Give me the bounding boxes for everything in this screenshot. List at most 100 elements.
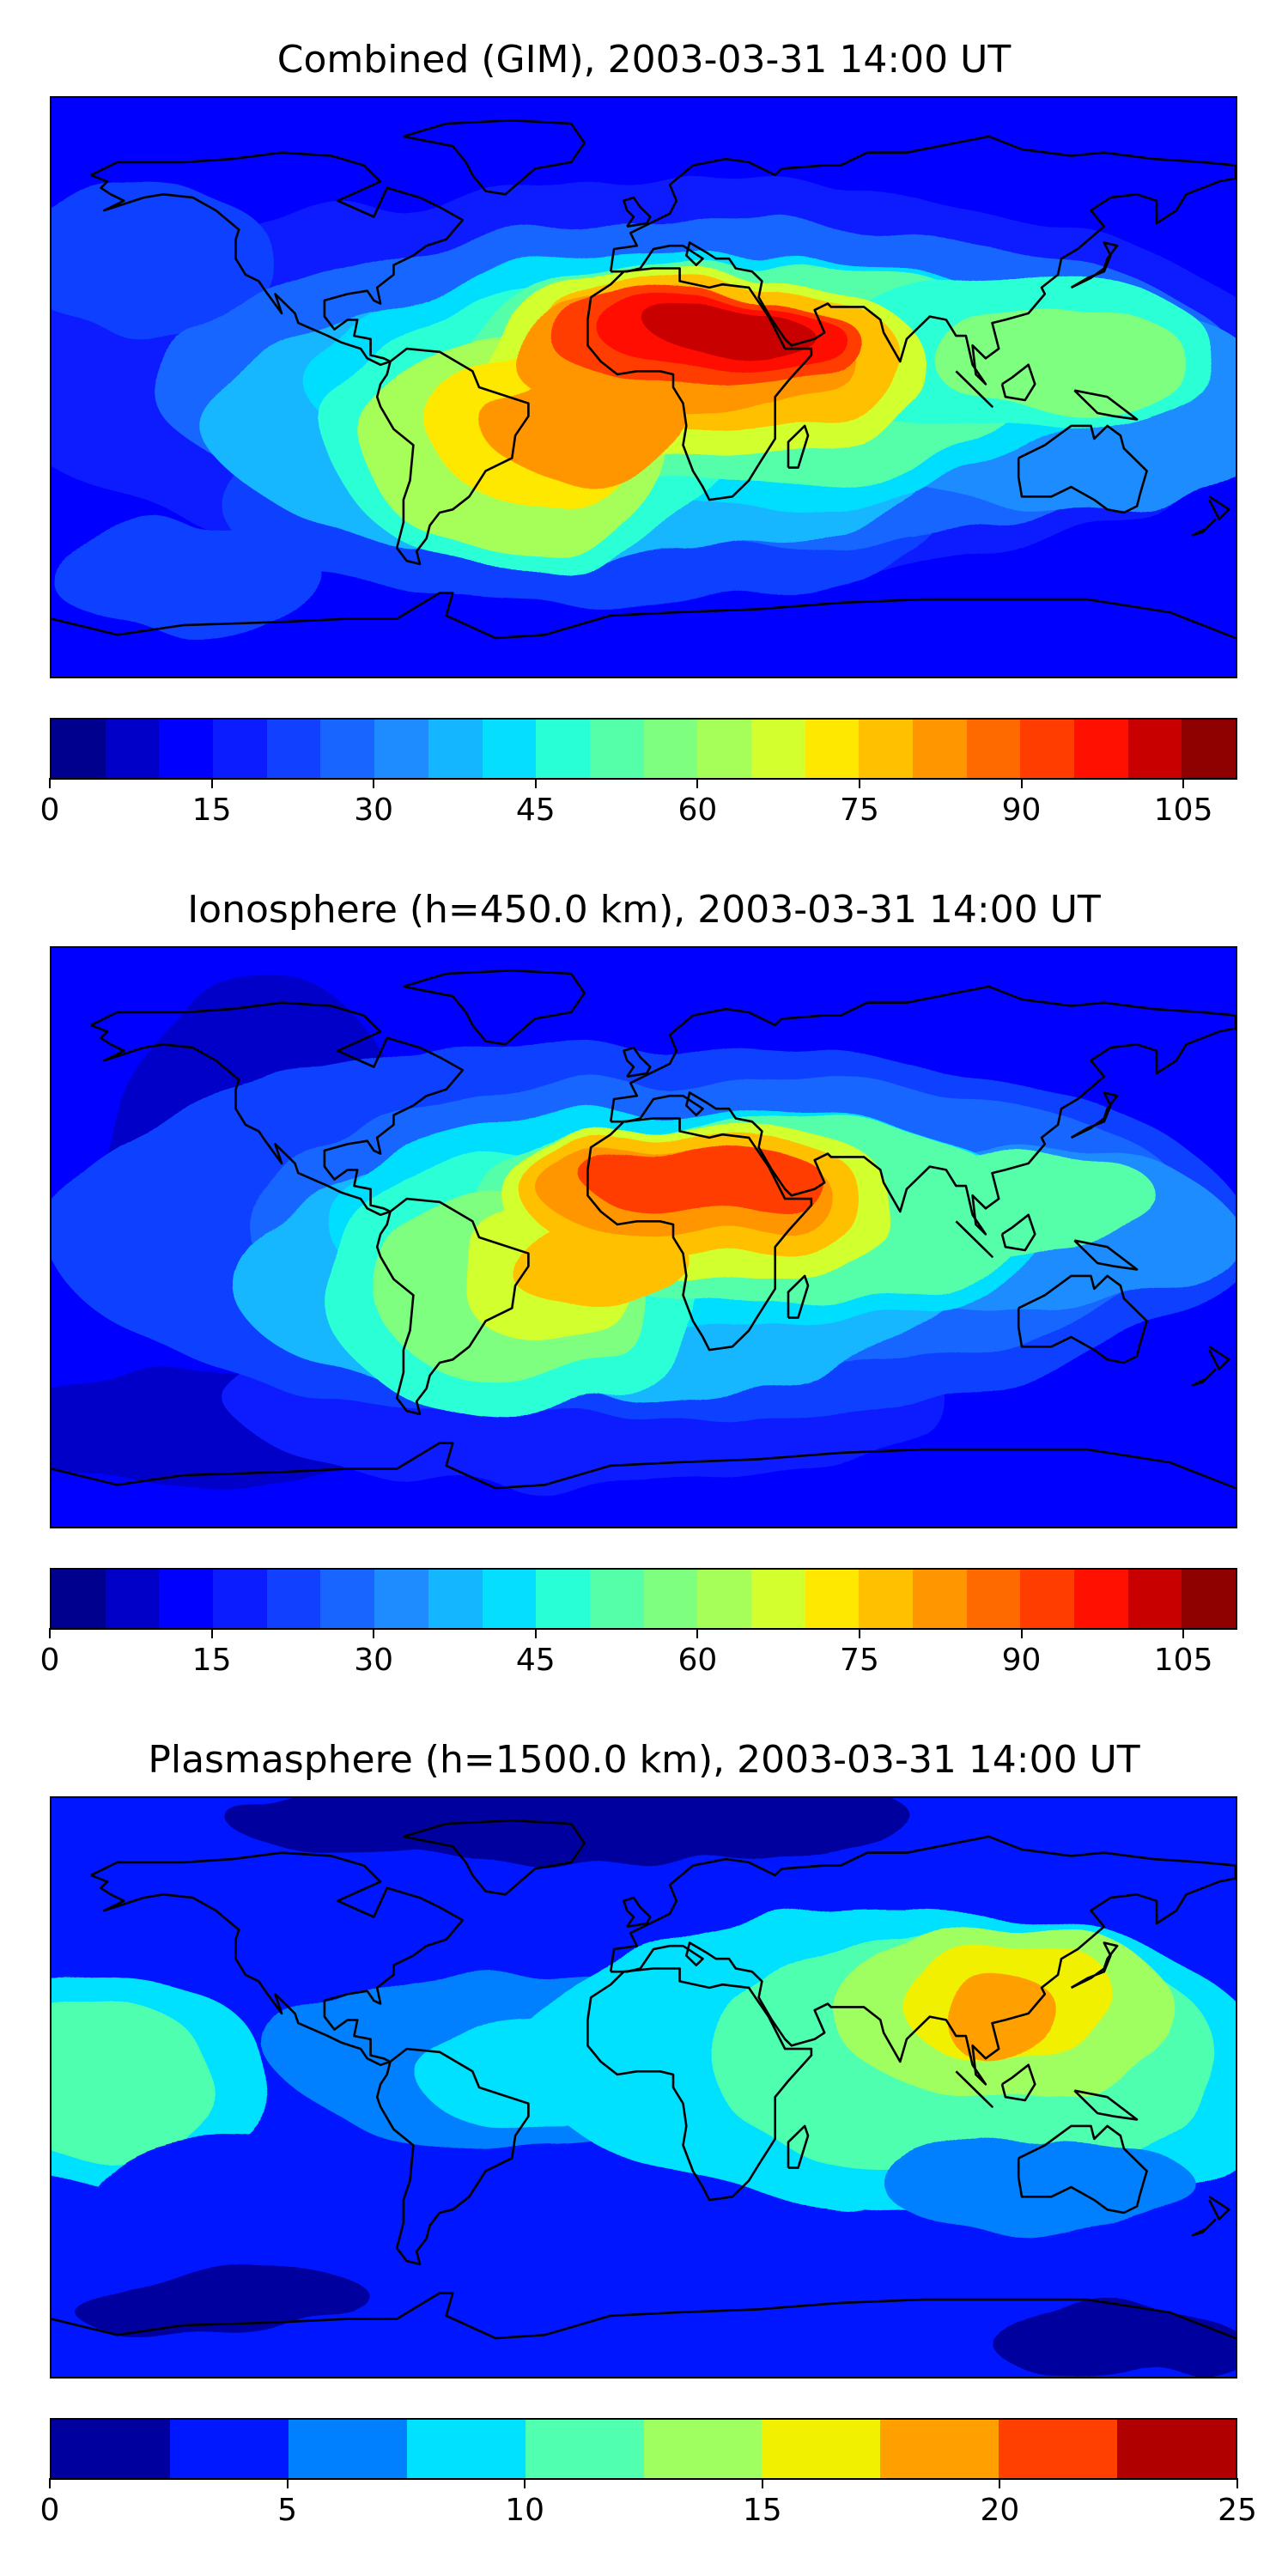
colorbar-tick <box>1182 778 1185 788</box>
coastline-south-america <box>375 347 530 566</box>
coastline-greenland <box>403 118 586 196</box>
colorbar-ticks: 0 15 30 45 60 75 90 105 <box>40 1628 1237 1680</box>
colorbar-tick <box>373 778 375 788</box>
colorbar-level <box>428 1570 483 1628</box>
colorbar-level <box>482 720 537 778</box>
colorbar-tick-label: 5 <box>277 2493 298 2528</box>
contour-level-region <box>507 1223 696 1309</box>
coastline-sumatra <box>955 1220 993 1258</box>
contour-level-region <box>326 2150 635 2253</box>
coastline-north-america <box>90 1001 465 1217</box>
colorbar-level <box>52 1570 106 1628</box>
colorbar-tick-label: 45 <box>515 793 556 828</box>
coastline-africa <box>586 1967 813 2202</box>
coastline-south-america <box>375 1197 530 1416</box>
tec-field <box>52 98 1236 677</box>
continent-outlines <box>52 1819 1236 2340</box>
coastline-new-zealand-south <box>1191 1368 1217 1387</box>
panel-title: Plasmasphere (h=1500.0 km), 2003-03-31 1… <box>148 1738 1140 1782</box>
colorbar-level <box>105 720 160 778</box>
coastline-japan <box>1070 1941 1119 1990</box>
colorbar-tick <box>999 2478 1001 2488</box>
colorbar-tick-label: 75 <box>840 793 879 828</box>
colorbar-tick-label: 15 <box>191 793 232 828</box>
contour-level-region <box>936 313 1194 416</box>
colorbar-tick <box>1182 1628 1185 1638</box>
colorbar-tick-label: 105 <box>1153 1643 1213 1678</box>
colorbar-tick <box>1020 778 1023 788</box>
coastline-japan <box>1070 241 1119 289</box>
coastline-eurasia <box>609 135 1236 386</box>
colorbar-level <box>159 1570 214 1628</box>
colorbar-tick-label: 0 <box>39 2493 60 2528</box>
contour-level-region <box>223 1798 910 1867</box>
colorbar-tick-label: 105 <box>1153 793 1213 828</box>
colorbar-level <box>859 720 913 778</box>
colorbar-tick-label: 30 <box>354 1643 394 1678</box>
coastline-borneo <box>1000 2063 1036 2102</box>
coastline-borneo <box>1000 363 1036 402</box>
colorbar-level <box>966 720 1021 778</box>
colorbar-tick-label: 45 <box>515 1643 556 1678</box>
colorbar <box>50 718 1237 780</box>
colorbar-level <box>266 720 321 778</box>
colorbar-tick-label: 60 <box>677 793 718 828</box>
colorbar-level <box>1117 2420 1236 2478</box>
coastline-eurasia <box>609 985 1236 1236</box>
panel-title: Ionosphere (h=450.0 km), 2003-03-31 14:0… <box>187 888 1101 932</box>
map-plasmasphere[interactable] <box>50 1796 1237 2379</box>
coastline-new-guinea <box>1073 2089 1139 2121</box>
colorbar-tick <box>1236 2478 1238 2488</box>
tec-field <box>52 1798 1236 2377</box>
colorbar-level <box>374 720 428 778</box>
colorbar-tick-label: 0 <box>39 793 60 828</box>
colorbar-level <box>1074 720 1128 778</box>
colorbar-ticks: 0 15 30 45 60 75 90 105 <box>40 778 1237 829</box>
map-svg <box>52 98 1236 677</box>
colorbar-tick-label: 0 <box>39 1643 60 1678</box>
colorbar-tick-label: 60 <box>677 1643 718 1678</box>
colorbar-level <box>536 720 590 778</box>
colorbar-tick-label: 30 <box>354 793 394 828</box>
colorbar-level <box>406 2420 526 2478</box>
coastline-australia <box>1017 424 1148 514</box>
colorbar-tick <box>49 1628 51 1638</box>
colorbar-tick <box>524 2478 526 2488</box>
coastline-new-zealand <box>1208 1346 1230 1370</box>
colorbar-level <box>52 2420 170 2478</box>
colorbar-level <box>288 2420 407 2478</box>
colorbar-level <box>428 720 483 778</box>
colorbar-level <box>762 2420 881 2478</box>
colorbar-tick <box>858 778 860 788</box>
tec-field <box>52 948 1236 1527</box>
colorbar-level <box>320 1570 375 1628</box>
colorbar-level <box>697 1570 751 1628</box>
colorbar-level <box>750 720 805 778</box>
colorbar-level <box>1020 720 1075 778</box>
colorbar-level <box>643 1570 698 1628</box>
coastline-greenland <box>403 969 586 1046</box>
colorbar-level <box>482 1570 537 1628</box>
colorbar-level <box>880 2420 999 2478</box>
map-ionosphere[interactable] <box>50 946 1237 1528</box>
coastline-australia <box>1017 1274 1148 1364</box>
colorbar-tick-label: 15 <box>191 1643 232 1678</box>
map-svg <box>52 1798 1236 2377</box>
contour-level-region <box>635 1156 790 1204</box>
coastline-new-zealand <box>1208 495 1230 520</box>
colorbar-level <box>697 720 751 778</box>
colorbar-level <box>966 1570 1021 1628</box>
coastline-new-guinea <box>1073 1239 1139 1271</box>
coastline-great-britain <box>623 1046 652 1078</box>
colorbar-level <box>320 720 375 778</box>
colorbar-tick <box>696 1628 699 1638</box>
colorbar <box>50 2418 1237 2480</box>
map-combined-gim[interactable] <box>50 96 1237 678</box>
coastline-africa <box>586 1117 813 1352</box>
contour-level-region <box>52 2004 215 2159</box>
colorbar-tick <box>49 778 51 788</box>
contour-level-region <box>945 1978 1065 2064</box>
colorbar-tick <box>534 778 537 788</box>
colorbar-level <box>1074 1570 1128 1628</box>
colorbar-tick <box>286 2478 289 2488</box>
